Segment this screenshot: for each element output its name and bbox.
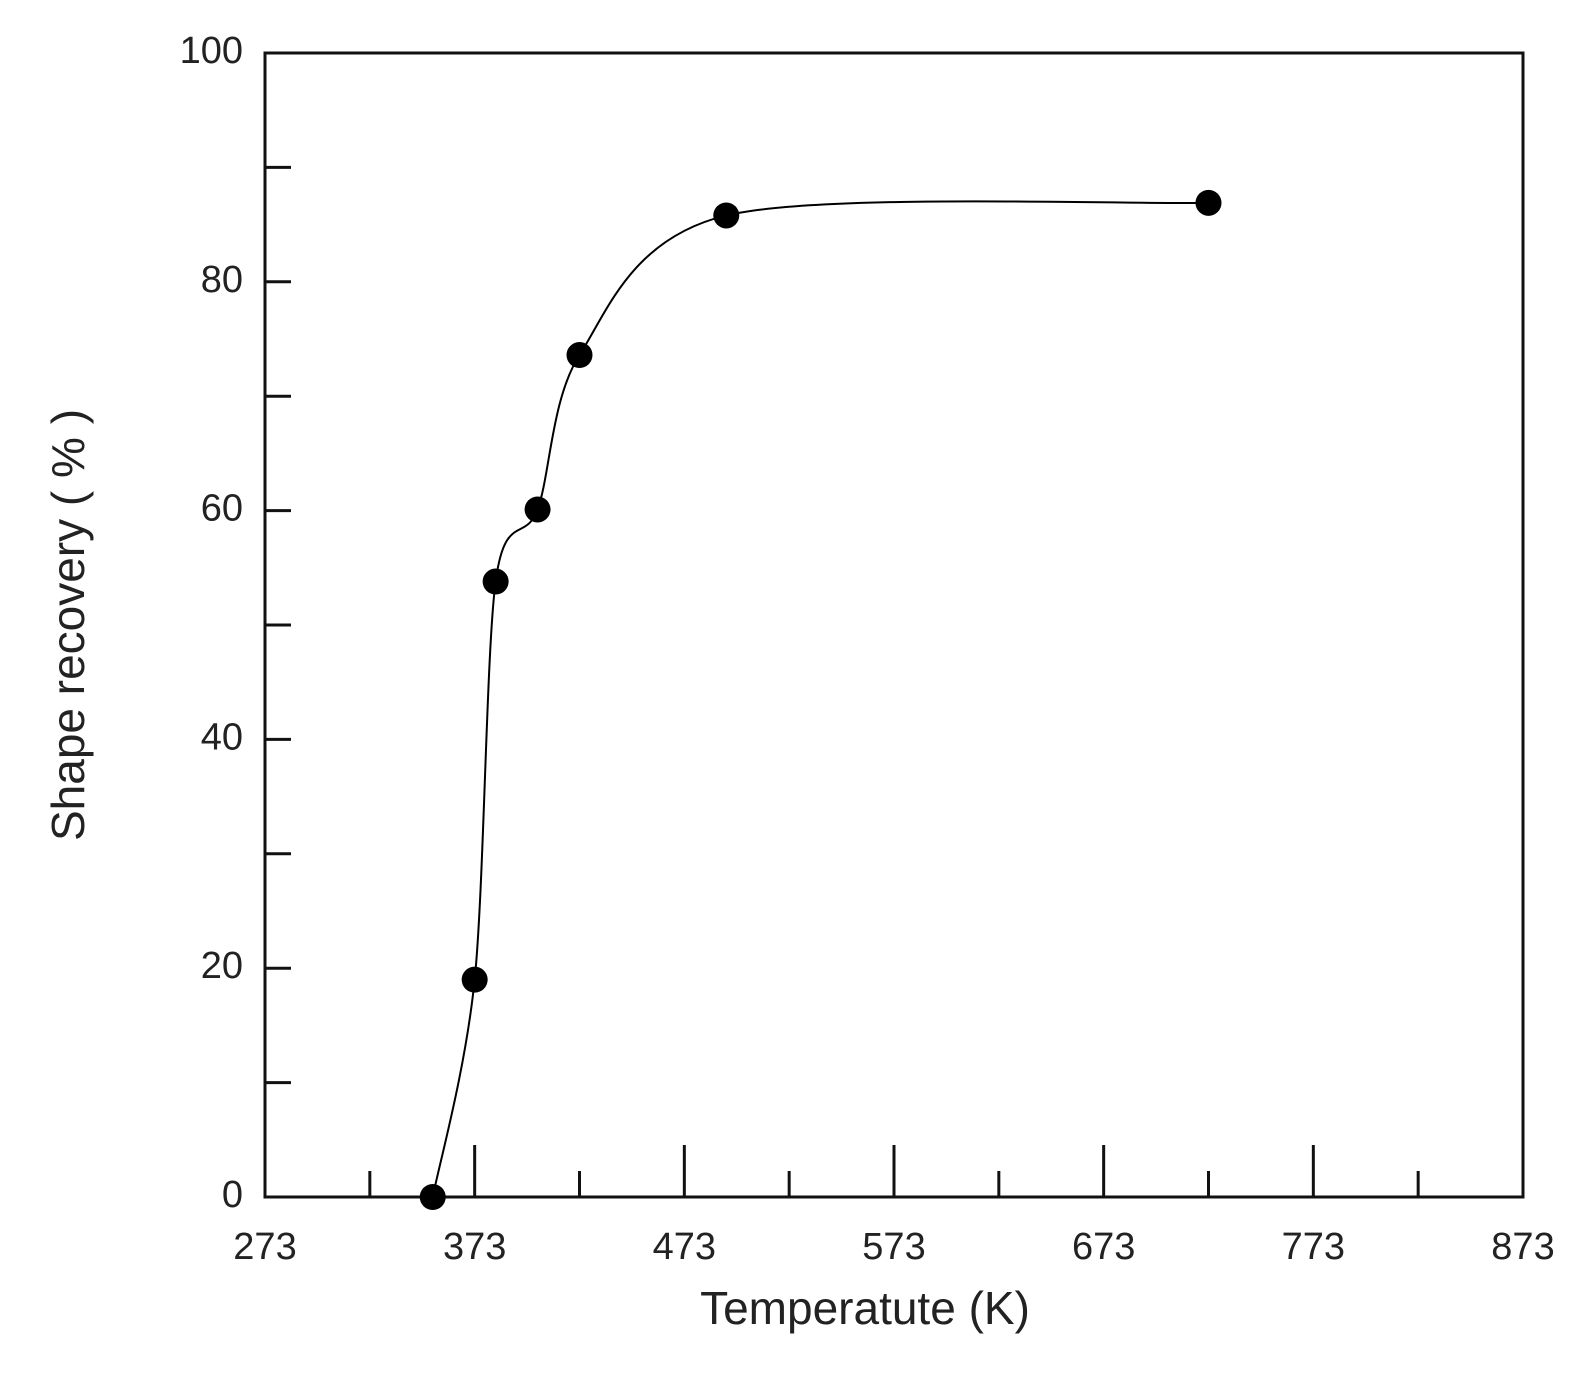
x-tick-label: 773: [1282, 1226, 1345, 1268]
y-tick-label: 100: [180, 30, 243, 72]
plot-frame: [263, 51, 1525, 1199]
y-axis-title: Shape recovery ( % ): [42, 409, 94, 841]
data-point: [566, 342, 593, 369]
y-tick-label: 0: [222, 1174, 243, 1216]
x-tick-label: 673: [1072, 1226, 1135, 1268]
y-tick-label: 80: [201, 259, 243, 301]
y-tick-label: 20: [201, 945, 243, 987]
data-point: [482, 568, 509, 595]
data-point: [1195, 189, 1222, 216]
x-tick-label: 573: [862, 1226, 925, 1268]
x-tick-label: 873: [1491, 1226, 1554, 1268]
x-axis-title: Temperatute (K): [700, 1282, 1030, 1334]
data-line: [431, 200, 1209, 1198]
data-point: [419, 1184, 446, 1210]
x-tick-label: 273: [233, 1226, 296, 1268]
data-point: [713, 202, 740, 229]
y-tick-label: 60: [201, 488, 243, 530]
x-tick-label: 373: [443, 1226, 506, 1268]
data-point: [524, 496, 551, 523]
data-point: [461, 966, 488, 993]
x-tick-label: 473: [653, 1226, 716, 1268]
y-tick-label: 40: [201, 716, 243, 758]
